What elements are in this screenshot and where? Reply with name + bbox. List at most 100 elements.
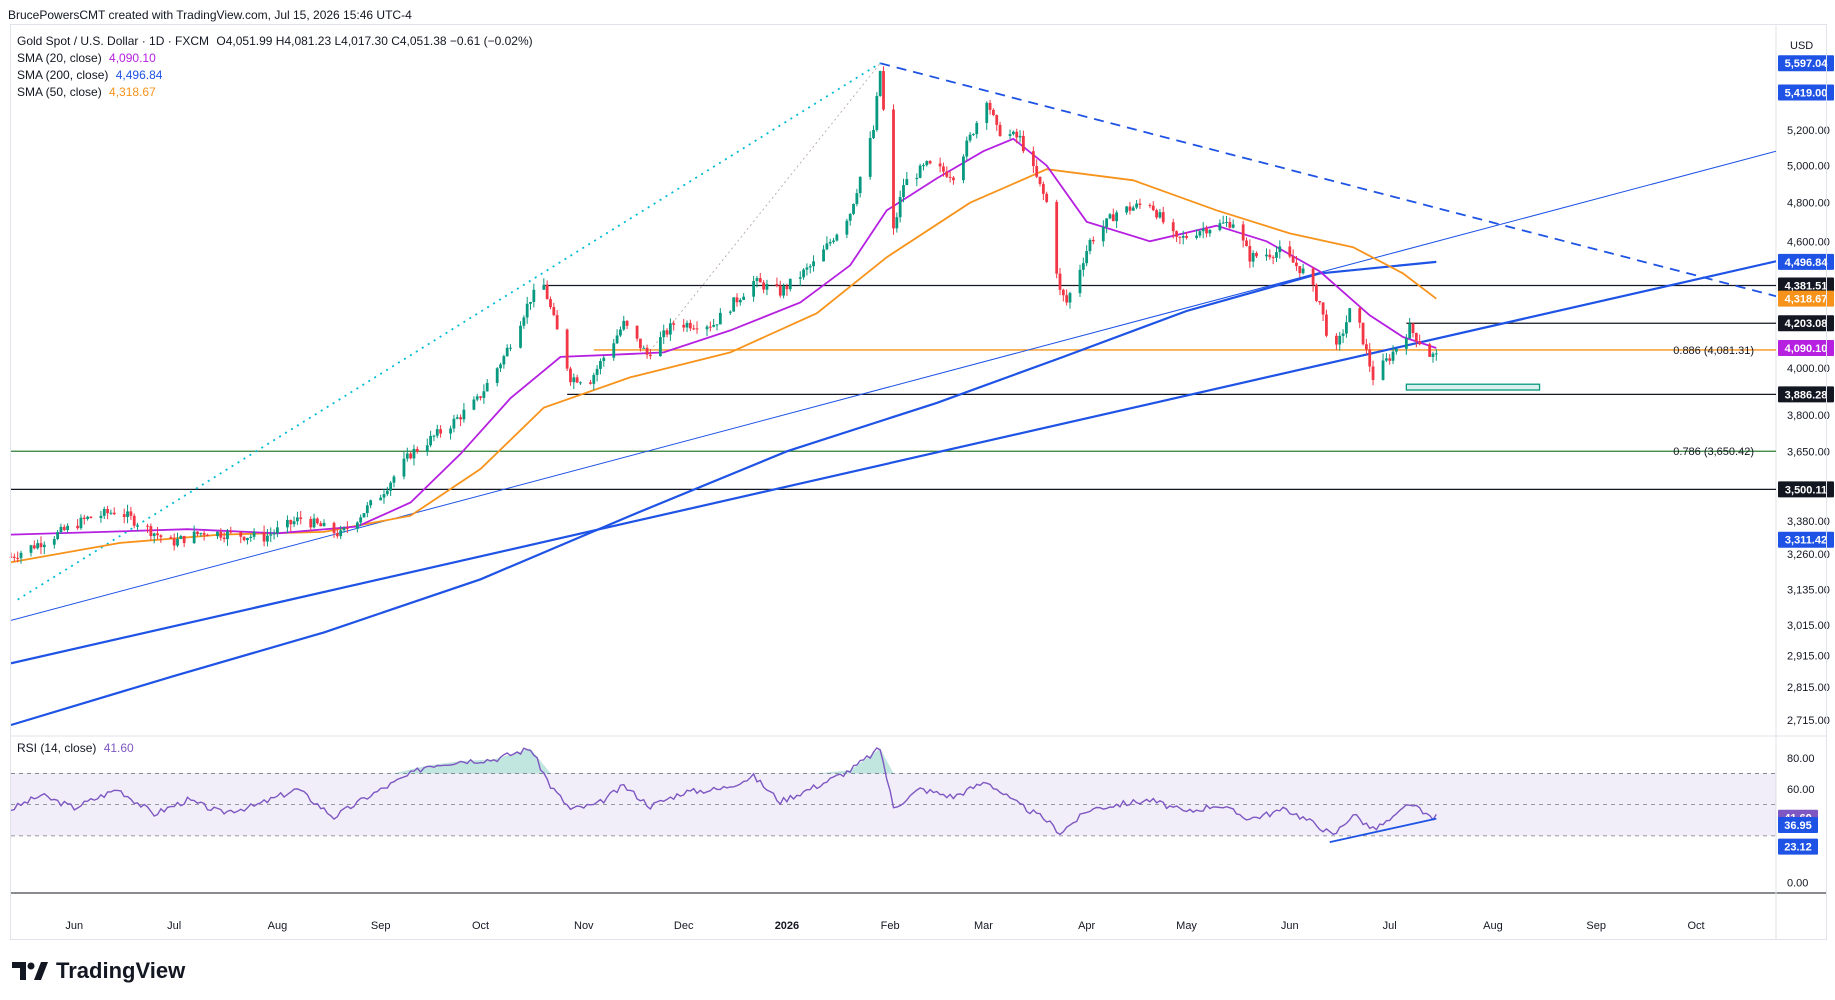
candle-body (1091, 239, 1095, 242)
candle-body (109, 512, 113, 514)
candle-body (1148, 205, 1152, 207)
candle-body (625, 320, 629, 326)
candle-body (592, 374, 596, 384)
candle-body (1181, 235, 1185, 238)
candle-body (459, 417, 462, 420)
candle-body (599, 361, 602, 369)
candle-body (152, 533, 156, 537)
sma50-line (10, 168, 1437, 564)
candle-body (272, 533, 276, 535)
candle-body (202, 533, 206, 535)
candle-body (1318, 300, 1322, 303)
candle-body (219, 531, 223, 538)
candle-body (1175, 231, 1178, 237)
candle-body (905, 179, 909, 186)
candle-body (102, 509, 106, 516)
price-badge-label: 4,381.51 (1785, 280, 1828, 292)
time-tick-label: Apr (1078, 920, 1095, 932)
candle-body (182, 535, 186, 544)
chart-credit: BrucePowersCMT created with TradingView.… (8, 8, 412, 22)
candle-body (1195, 235, 1198, 238)
candle-body (1045, 193, 1049, 202)
sma50-row[interactable]: SMA (50, close) 4,318.67 (17, 84, 533, 101)
candle-body (775, 284, 779, 286)
candle-body (389, 482, 393, 491)
candle-body (42, 544, 46, 548)
candle-body (439, 429, 442, 434)
rsi-badge (1778, 838, 1818, 855)
candle-body (1388, 358, 1392, 361)
candle-body (319, 523, 323, 527)
candle-body (925, 161, 929, 166)
candle-body (892, 109, 895, 229)
candle-body (126, 511, 129, 517)
price-tick-label: 4,000.00 (1787, 363, 1830, 375)
candle-body (169, 537, 173, 539)
symbol-row[interactable]: Gold Spot / U.S. Dollar · 1D · FXCM O4,0… (17, 33, 533, 50)
time-tick-label: Sep (371, 920, 391, 932)
candle-body (499, 364, 502, 369)
candle-body (335, 533, 339, 537)
rsi-label: RSI (14, close) (17, 741, 97, 755)
candle-body (1125, 206, 1129, 213)
tradingview-mark-icon (12, 962, 48, 980)
candle-body (89, 516, 93, 519)
candle-body (365, 505, 369, 514)
candle-body (752, 280, 756, 297)
candle-body (1038, 176, 1042, 184)
price-tick-label: 3,800.00 (1787, 410, 1830, 422)
candle-body (502, 356, 506, 365)
target-zone-box (1405, 383, 1541, 391)
candle-body (765, 284, 769, 290)
candle-body (1298, 266, 1302, 274)
candle-body (1428, 344, 1432, 357)
candle-body (1404, 338, 1408, 349)
candle-body (708, 326, 712, 328)
rsi-tick-label: 80.00 (1787, 753, 1815, 765)
time-tick-label: 2026 (775, 920, 799, 932)
candle-body (1131, 207, 1135, 211)
candle-body (355, 522, 359, 529)
candle-body (788, 278, 792, 290)
price-badge-label: 5,419.00 (1785, 88, 1828, 100)
price-tick-label: 5,200.00 (1787, 125, 1830, 137)
candle-body (369, 500, 373, 506)
candle-body (972, 134, 975, 136)
candle-body (196, 531, 199, 535)
sma20-row[interactable]: SMA (20, close) 4,090.10 (17, 50, 533, 67)
candle-body (1135, 203, 1139, 208)
candle-body (1111, 214, 1115, 222)
candle-body (1018, 135, 1022, 138)
tradingview-logo[interactable]: TradingView (12, 958, 185, 984)
candle-body (808, 266, 812, 268)
candle-body (475, 396, 479, 400)
candle-body (1205, 228, 1208, 234)
candle-body (1245, 240, 1248, 247)
candle-body (292, 521, 296, 525)
sma20-label: SMA (20, close) (17, 51, 102, 65)
candle-body (985, 102, 989, 123)
price-tick-label: 3,380.00 (1787, 516, 1830, 528)
candle-body (309, 519, 313, 528)
candle-body (988, 102, 992, 110)
sma20-value: 4,090.10 (109, 51, 156, 65)
candle-body (1158, 212, 1162, 218)
candle-body (66, 525, 70, 530)
candle-body (479, 396, 482, 398)
candle-body (86, 516, 89, 520)
sma200-row[interactable]: SMA (200, close) 4,496.84 (17, 67, 533, 84)
rsi-legend[interactable]: RSI (14, close) 41.60 (17, 741, 134, 755)
price-badge-label: 4,203.08 (1785, 318, 1828, 330)
sma20-line (10, 137, 1437, 536)
candle-body (409, 453, 413, 459)
candle-body (742, 296, 746, 300)
candle-body (99, 515, 103, 519)
candle-body (455, 417, 459, 419)
candle-body (1381, 360, 1385, 380)
trendline (646, 62, 881, 355)
candle-body (1434, 353, 1438, 355)
candle-body (872, 129, 875, 139)
candle-body (639, 338, 642, 349)
candle-body (262, 532, 266, 542)
